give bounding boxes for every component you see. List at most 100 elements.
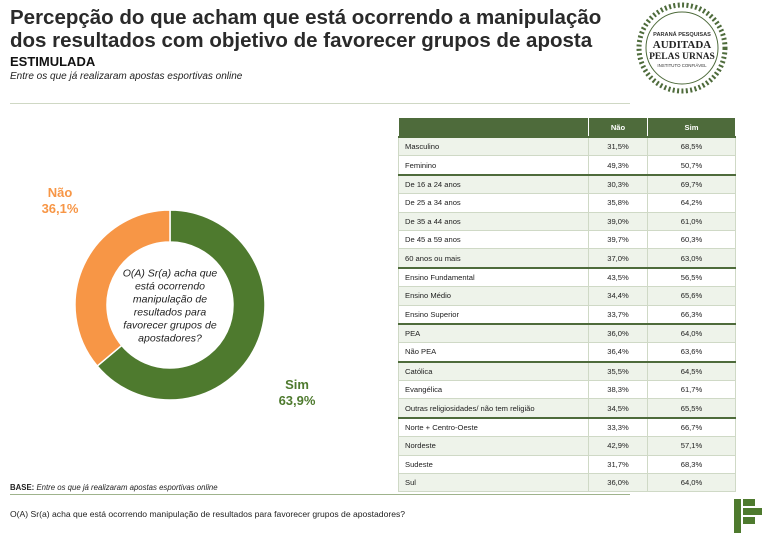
cell-sim: 57,1%	[647, 436, 736, 456]
table-row: De 35 a 44 anos 39,0% 61,0%	[398, 211, 736, 231]
base-label: BASE:	[10, 483, 35, 492]
table-header-row: Não Sim	[398, 118, 736, 137]
cell-nao: 30,3%	[588, 173, 648, 195]
cell-sim: 65,6%	[647, 286, 736, 306]
cell-nao: 34,4%	[588, 286, 648, 306]
seal-ring	[636, 2, 728, 94]
col-header-segment	[398, 118, 589, 137]
cell-nao: 39,0%	[588, 211, 648, 231]
row-label: PEA	[398, 322, 589, 344]
cell-sim: 61,0%	[647, 211, 736, 231]
row-label: De 25 a 34 anos	[398, 193, 589, 213]
table-row: De 16 a 24 anos 30,3% 69,7%	[398, 173, 736, 195]
col-header-sim: Sim	[647, 118, 736, 137]
cell-nao: 37,0%	[588, 248, 648, 269]
seal-line4: INSTITUTO CONFIÁVEL	[657, 63, 707, 68]
table-row: Ensino Fundamental 43,5% 56,5%	[398, 266, 736, 288]
cell-nao: 36,4%	[588, 342, 648, 363]
table-row: Católica 35,5% 64,5%	[398, 360, 736, 382]
table-row: Sudeste 31,7% 68,3%	[398, 454, 736, 475]
cell-sim: 68,3%	[647, 454, 736, 475]
row-label: Sul	[398, 473, 589, 493]
cell-nao: 31,7%	[588, 454, 648, 475]
seal-line1: PARANÁ PESQUISAS	[653, 31, 711, 38]
table-row: 60 anos ou mais 37,0% 63,0%	[398, 248, 736, 269]
cell-nao: 33,7%	[588, 304, 648, 325]
cell-nao: 31,5%	[588, 136, 648, 157]
row-label: Não PEA	[398, 342, 589, 363]
seal-line2: AUDITADA	[653, 39, 712, 51]
donut-center-question: O(A) Sr(a) acha que está ocorrendo manipul…	[123, 268, 218, 345]
table-row: Evangélica 38,3% 61,7%	[398, 380, 736, 400]
cell-sim: 60,3%	[647, 229, 736, 250]
row-label: Norte + Centro-Oeste	[398, 416, 589, 438]
cell-nao: 39,7%	[588, 229, 648, 250]
cell-sim: 56,5%	[647, 266, 736, 288]
table-row: Nordeste 42,9% 57,1%	[398, 436, 736, 456]
page-title: Percepção do que acham que está ocorrend…	[10, 6, 602, 52]
cell-nao: 33,3%	[588, 416, 648, 438]
cell-nao: 42,9%	[588, 436, 648, 456]
table-row: Não PEA 36,4% 63,6%	[398, 342, 736, 363]
parana-pesquisas-logo	[734, 499, 762, 533]
row-label: Sudeste	[398, 454, 589, 475]
donut-slice-sim	[96, 209, 266, 401]
row-label: De 45 a 59 anos	[398, 229, 589, 250]
cell-sim: 64,0%	[647, 473, 736, 493]
cell-sim: 63,0%	[647, 248, 736, 269]
cell-nao: 35,8%	[588, 193, 648, 213]
footer-question: O(A) Sr(a) acha que está ocorrendo manip…	[10, 509, 406, 519]
cell-sim: 64,0%	[647, 322, 736, 344]
row-label: Outras religiosidades/ não tem religião	[398, 398, 589, 419]
table-row: Outras religiosidades/ não tem religião 3…	[398, 398, 736, 419]
row-label: Ensino Médio	[398, 286, 589, 306]
table-row: De 45 a 59 anos 39,7% 60,3%	[398, 229, 736, 250]
label-sim-value: 63,9%	[279, 393, 316, 408]
table-row: Feminino 49,3% 50,7%	[398, 155, 736, 176]
cell-nao: 49,3%	[588, 155, 648, 176]
table-row: Masculino 31,5% 68,5%	[398, 136, 736, 157]
label-sim-name: Sim	[285, 377, 309, 392]
row-label: Ensino Superior	[398, 304, 589, 325]
audience-note: Entre os que já realizaram apostas espor…	[10, 71, 243, 82]
row-label: 60 anos ou mais	[398, 248, 589, 269]
row-label: De 16 a 24 anos	[398, 173, 589, 195]
footer-separator	[10, 494, 630, 495]
row-label: Evangélica	[398, 380, 589, 400]
table-row: De 25 a 34 anos 35,8% 64,2%	[398, 193, 736, 213]
crosstab-table: Não Sim Masculino 31,5% 68,5% Feminino 49,3%…	[398, 118, 736, 493]
page-subtitle: ESTIMULADA	[10, 54, 96, 69]
table-row: Sul 36,0% 64,0%	[398, 473, 736, 493]
cell-nao: 36,0%	[588, 473, 648, 493]
cell-sim: 50,7%	[647, 155, 736, 176]
cell-nao: 43,5%	[588, 266, 648, 288]
table-row: Ensino Médio 34,4% 65,6%	[398, 286, 736, 306]
cell-sim: 66,7%	[647, 416, 736, 438]
table-row: Norte + Centro-Oeste 33,3% 66,7%	[398, 416, 736, 438]
cell-sim: 64,2%	[647, 193, 736, 213]
row-label: De 35 a 44 anos	[398, 211, 589, 231]
row-label: Masculino	[398, 136, 589, 157]
base-text: Entre os que já realizaram apostas espor…	[36, 483, 218, 492]
row-label: Nordeste	[398, 436, 589, 456]
cell-nao: 36,0%	[588, 322, 648, 344]
table-row: Ensino Superior 33,7% 66,3%	[398, 304, 736, 325]
audit-seal: PARANÁ PESQUISAS AUDITADA PELAS URNAS IN…	[636, 2, 728, 94]
cell-sim: 69,7%	[647, 173, 736, 195]
cell-sim: 64,5%	[647, 360, 736, 382]
cell-sim: 63,6%	[647, 342, 736, 363]
cell-nao: 38,3%	[588, 380, 648, 400]
table-row: PEA 36,0% 64,0%	[398, 322, 736, 344]
seal-line3: PELAS URNAS	[649, 52, 715, 62]
label-nao-name: Não	[48, 185, 73, 200]
cell-nao: 35,5%	[588, 360, 648, 382]
base-note: BASE: Entre os que já realizaram apostas…	[10, 483, 218, 492]
cell-sim: 65,5%	[647, 398, 736, 419]
row-label: Feminino	[398, 155, 589, 176]
label-nao-value: 36,1%	[42, 201, 79, 216]
col-header-nao: Não	[588, 118, 648, 137]
donut-chart: Não 36,1% Sim 63,9% O(A) Sr(a) acha que e…	[42, 185, 316, 408]
cell-sim: 61,7%	[647, 380, 736, 400]
cell-sim: 68,5%	[647, 136, 736, 157]
row-label: Católica	[398, 360, 589, 382]
